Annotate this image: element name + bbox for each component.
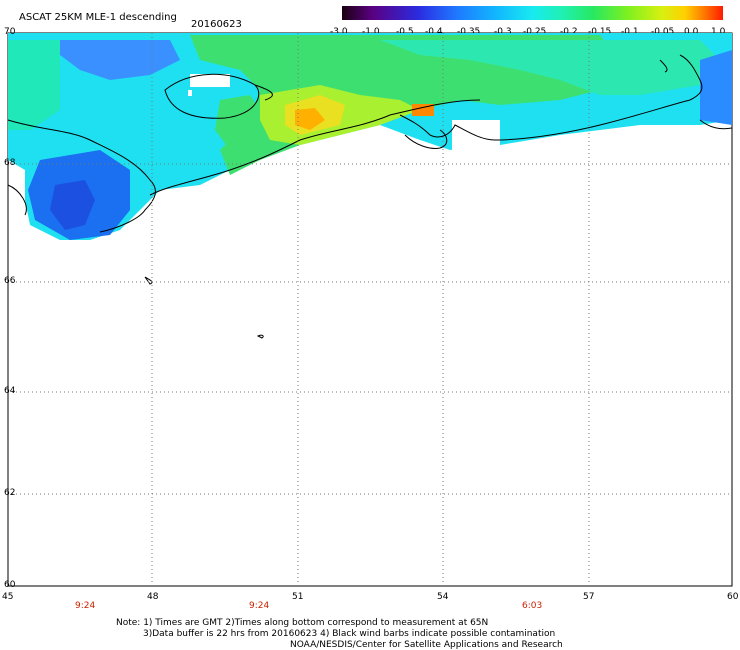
colorbar-label: -0.3: [494, 27, 512, 37]
lat-label: 68: [4, 158, 16, 168]
lat-label: 64: [4, 386, 16, 396]
map-title: ASCAT 25KM MLE-1 descending: [19, 12, 177, 23]
graticule: [8, 33, 732, 586]
map-date: 20160623: [191, 19, 242, 30]
lon-label: 45: [2, 592, 14, 602]
colorbar-label: -0.15: [588, 27, 612, 37]
colorbar-label: -0.05: [651, 27, 675, 37]
lon-label: 57: [583, 592, 595, 602]
colorbar: [342, 6, 723, 20]
time-label: 9:24: [249, 601, 270, 611]
coastlines: [7, 54, 733, 339]
colorbar-gradient: [342, 6, 723, 20]
colorbar-label: -0.5: [396, 27, 414, 37]
lat-label: 70: [4, 27, 16, 37]
time-label: 6:03: [522, 601, 543, 611]
lat-label: 60: [4, 580, 16, 590]
lon-label: 48: [147, 592, 159, 602]
lat-label: 62: [4, 488, 16, 498]
colorbar-label: -0.4: [425, 27, 443, 37]
colorbar-label: -0.35: [457, 27, 481, 37]
note-line: Note: 1) Times are GMT 2)Times along bot…: [116, 618, 489, 628]
colorbar-label: 0.0: [684, 27, 699, 37]
colorbar-label: 1.0: [711, 27, 726, 37]
time-label: 9:24: [75, 601, 96, 611]
colorbar-label: -1.0: [362, 27, 380, 37]
lon-label: 54: [437, 592, 449, 602]
lon-label: 51: [292, 592, 304, 602]
colorbar-label: -0.2: [560, 27, 578, 37]
colorbar-label: -0.1: [621, 27, 639, 37]
colorbar-label: -0.25: [523, 27, 547, 37]
lat-label: 66: [4, 276, 16, 286]
note-line: NOAA/NESDIS/Center for Satellite Applica…: [290, 640, 563, 650]
lon-label: 60: [727, 592, 739, 602]
colorbar-label: -3.0: [330, 27, 348, 37]
note-line: 3)Data buffer is 22 hrs from 20160623 4)…: [143, 629, 556, 639]
wind-data-field: [8, 33, 732, 240]
